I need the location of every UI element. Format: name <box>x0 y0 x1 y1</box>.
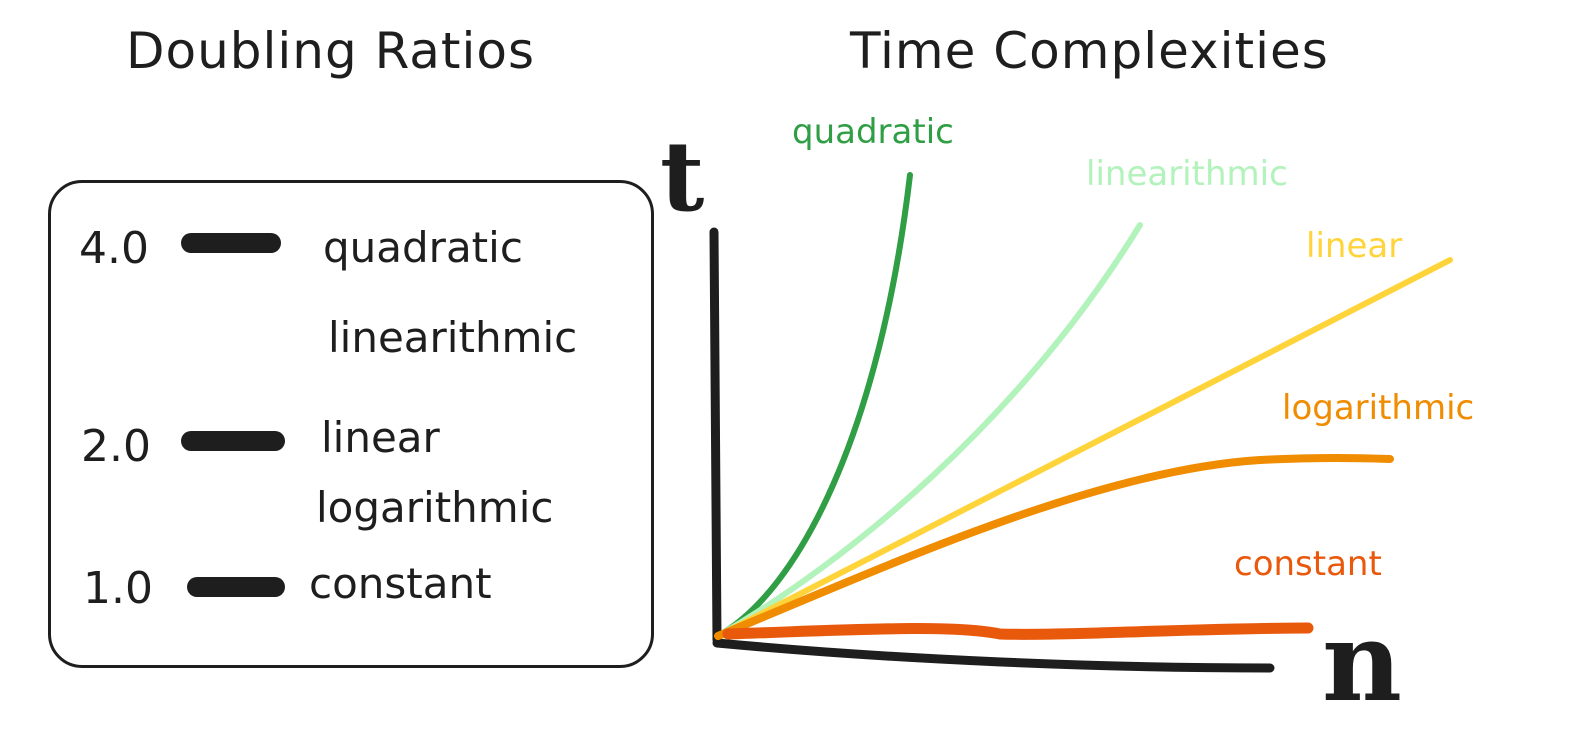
curve-constant <box>722 622 1314 640</box>
curve-label-logarithmic: logarithmic <box>1282 388 1475 428</box>
y-axis-label: t <box>660 120 704 233</box>
curve-linearithmic <box>715 222 1143 639</box>
curve-label-constant: constant <box>1234 544 1382 584</box>
curve-logarithmic <box>714 454 1394 640</box>
ratio-value-linear: 2.0 <box>81 421 151 472</box>
ratio-label-logarithmic: logarithmic <box>316 483 554 532</box>
y-axis <box>709 227 722 645</box>
x-axis-label: n <box>1322 597 1402 726</box>
curve-label-linearithmic: linearithmic <box>1086 154 1288 194</box>
doubling-ratios-title: Doubling Ratios <box>126 22 536 80</box>
ratio-dash-linear <box>181 431 285 451</box>
ratio-label-constant: constant <box>309 559 492 608</box>
ratio-value-quadratic: 4.0 <box>79 223 149 274</box>
ratio-label-linearithmic: linearithmic <box>328 313 578 362</box>
curve-quadratic <box>715 172 913 639</box>
x-axis <box>712 638 1275 673</box>
ratio-dash-constant <box>187 577 285 597</box>
curve-linear <box>715 257 1453 639</box>
curve-label-quadratic: quadratic <box>792 112 954 152</box>
ratio-label-quadratic: quadratic <box>323 223 523 272</box>
ratio-label-linear: linear <box>321 413 440 462</box>
ratio-dash-quadratic <box>181 233 281 253</box>
doubling-ratios-box: 4.0 quadratic linearithmic 2.0 linear lo… <box>48 180 654 668</box>
ratio-value-constant: 1.0 <box>83 563 153 614</box>
curve-label-linear: linear <box>1306 226 1403 266</box>
time-complexities-title: Time Complexities <box>850 22 1329 80</box>
